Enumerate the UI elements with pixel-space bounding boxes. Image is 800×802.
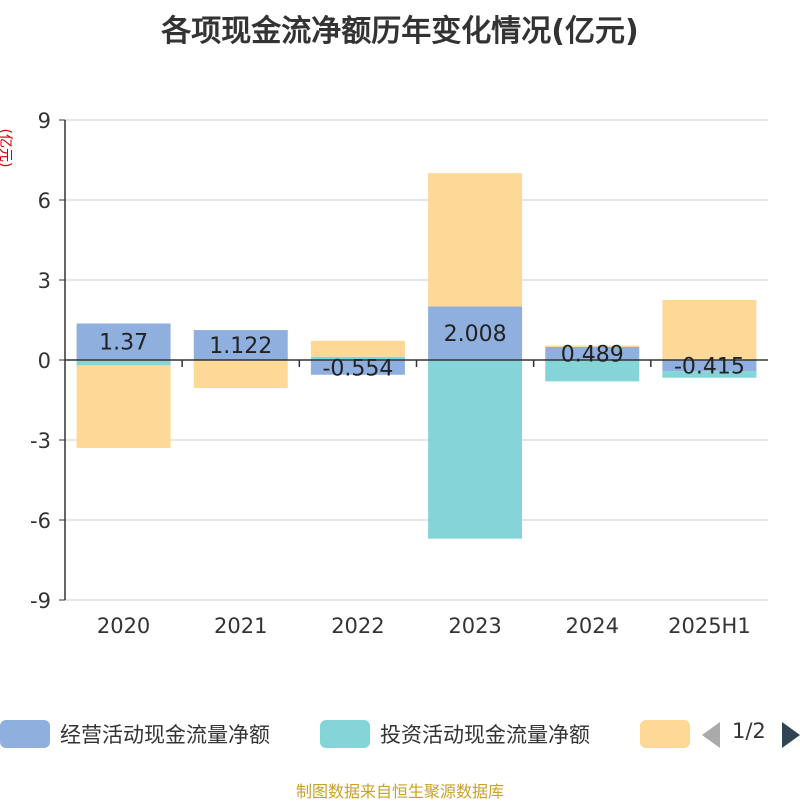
bar-series-0-2021 <box>193 330 288 360</box>
legend: 经营活动现金流量净额 投资活动现金流量净额 <box>0 716 800 752</box>
x-tick-label-2022: 2022 <box>331 614 384 638</box>
bar-series-1-2025H1 <box>662 371 757 378</box>
bar-series-2-2023 <box>428 173 523 307</box>
legend-swatch-investing <box>320 720 370 748</box>
bar-series-1-2024 <box>545 360 640 382</box>
bar-series-0-2025H1 <box>662 360 757 372</box>
data-label-2022: -0.554 <box>322 356 393 381</box>
bar-series-2-2020 <box>76 365 171 448</box>
bar-series-2-2024 <box>545 345 640 347</box>
data-label-2024: 0.489 <box>561 342 624 367</box>
y-tick-label: 6 <box>38 189 51 213</box>
chart-title: 各项现金流净额历年变化情况(亿元) <box>161 14 639 49</box>
y-tick-label: -6 <box>30 509 51 533</box>
data-label-2023: 2.008 <box>444 322 507 347</box>
legend-next-page-icon[interactable] <box>782 722 800 748</box>
bar-series-1-2023 <box>428 360 523 539</box>
data-label-2025H1: -0.415 <box>674 355 745 380</box>
bar-series-1-2022 <box>310 356 405 360</box>
x-tick-label-2023: 2023 <box>448 614 501 638</box>
legend-prev-page-icon[interactable] <box>702 722 720 748</box>
y-tick-label: 0 <box>38 349 51 373</box>
source-note: 制图数据来自恒生聚源数据库 <box>295 782 504 801</box>
legend-item-financing[interactable] <box>640 716 700 752</box>
bar-series-0-2024 <box>545 346 640 360</box>
data-label-2020: 1.37 <box>99 331 148 356</box>
bar-series-2-2022 <box>310 340 405 357</box>
data-label-2021: 1.122 <box>209 334 272 359</box>
bar-series-1-2020 <box>76 360 171 366</box>
legend-swatch-financing <box>640 720 690 748</box>
y-tick-label: 9 <box>38 109 51 133</box>
bar-series-2-2025H1 <box>662 300 757 360</box>
x-tick-label-2020: 2020 <box>97 614 150 638</box>
y-tick-label: -9 <box>30 589 51 613</box>
legend-item-operating[interactable]: 经营活动现金流量净额 <box>0 716 270 752</box>
x-tick-label-2025H1: 2025H1 <box>668 614 751 638</box>
legend-swatch-operating <box>0 720 50 748</box>
legend-item-investing[interactable]: 投资活动现金流量净额 <box>320 716 590 752</box>
y-tick-label: -3 <box>30 429 51 453</box>
y-tick-label: 3 <box>38 269 51 293</box>
bar-series-2-2021 <box>193 360 288 388</box>
x-tick-label-2024: 2024 <box>566 614 619 638</box>
legend-page-indicator: 1/2 <box>732 719 766 743</box>
bar-series-0-2020 <box>76 323 171 360</box>
bar-series-0-2023 <box>428 306 523 360</box>
x-tick-label-2021: 2021 <box>214 614 267 638</box>
legend-label-investing: 投资活动现金流量净额 <box>380 723 590 747</box>
bar-series-0-2022 <box>310 360 405 375</box>
chart-plot: 9 6 3 0 -3 -6 -9 1.37 1.122 -0.554 2.008 0.489 -0.41… <box>30 109 768 638</box>
legend-label-operating: 经营活动现金流量净额 <box>60 723 270 747</box>
